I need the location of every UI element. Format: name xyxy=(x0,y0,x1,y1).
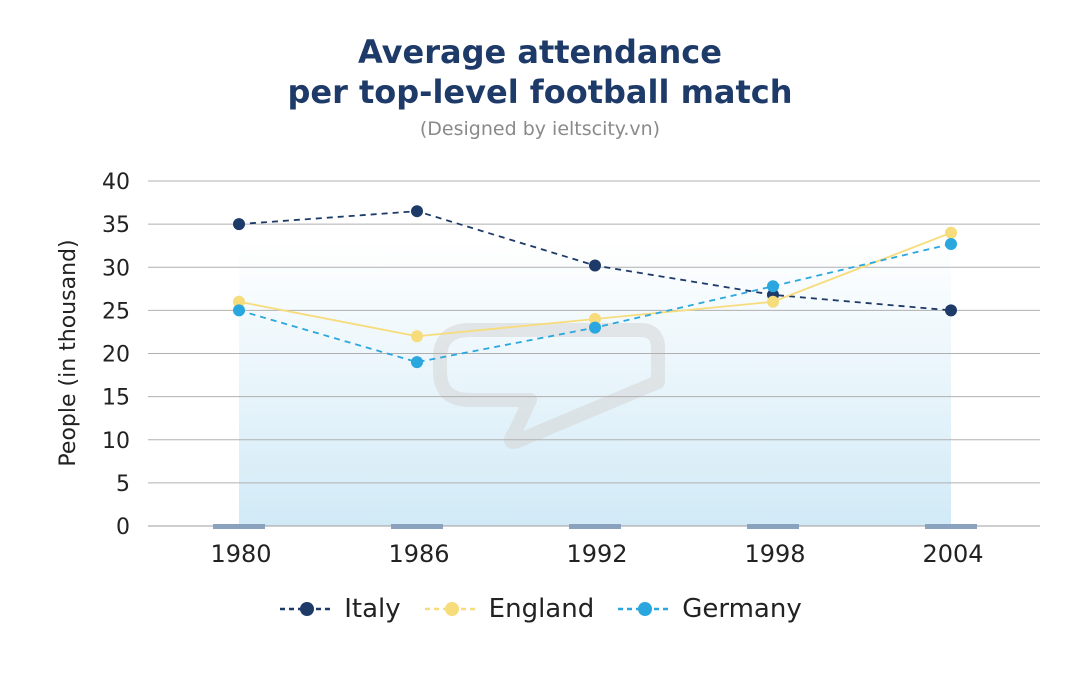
legend-item-italy: Italy xyxy=(278,594,401,624)
x-tick-label: 1992 xyxy=(566,540,627,568)
x-tick-mark xyxy=(213,524,265,529)
data-point-italy: Italy 1992: 30.2 xyxy=(589,259,601,272)
data-point-england: England 1986: 22 xyxy=(411,330,423,343)
watermark-logo xyxy=(433,323,665,449)
x-tick-mark xyxy=(569,524,621,529)
x-tick-label: 2004 xyxy=(922,540,983,568)
data-point-italy: Italy 1986: 36.5 xyxy=(411,205,423,218)
x-tick-label: 1980 xyxy=(210,540,271,568)
data-point-england: England 1980: 26 xyxy=(233,295,245,308)
chart-title-line1: Average attendance xyxy=(358,33,722,71)
y-tick-label: 20 xyxy=(102,343,130,368)
data-point-england: England 1998: 26 xyxy=(767,295,779,308)
y-axis-label: People (in thousand) xyxy=(56,239,81,466)
x-tick-mark xyxy=(925,524,977,529)
legend: Italy England Germany xyxy=(0,594,1080,624)
y-tick-label: 10 xyxy=(102,429,130,454)
data-point-germany: Germany 1998: 27.8 xyxy=(767,280,779,293)
data-point-england: England 2004: 34 xyxy=(945,226,957,239)
x-tick-label: 1986 xyxy=(388,540,449,568)
legend-item-england: England xyxy=(423,594,595,624)
data-point-italy: Italy 2004: 25 xyxy=(945,304,957,317)
chart-title-line2: per top-level football match xyxy=(287,73,793,111)
legend-item-germany: Germany xyxy=(616,594,802,624)
x-tick-mark xyxy=(391,524,443,529)
chart-subtitle: (Designed by ieltscity.vn) xyxy=(419,118,661,140)
data-point-italy: Italy 1980: 35 xyxy=(233,218,245,231)
legend-label-italy: Italy xyxy=(344,594,401,624)
data-point-england: England 1992: 24 xyxy=(589,313,601,325)
data-point-germany: Germany 1992: 23 xyxy=(589,321,601,334)
legend-marker-germany xyxy=(618,602,673,616)
y-tick-label: 30 xyxy=(102,256,130,281)
y-tick-label: 35 xyxy=(102,213,130,238)
y-tick-label: 0 xyxy=(116,515,130,540)
y-tick-label: 5 xyxy=(116,472,130,497)
y-tick-label: 15 xyxy=(102,386,130,411)
x-tick-label: 1998 xyxy=(744,540,805,568)
x-tick-mark xyxy=(747,524,799,529)
legend-marker-italy xyxy=(280,602,335,616)
legend-label-germany: Germany xyxy=(682,594,802,624)
background-area xyxy=(239,241,951,526)
legend-marker-england xyxy=(424,602,479,616)
data-point-germany: Germany 1986: 19 xyxy=(411,356,423,369)
data-point-germany: Germany 2004: 32.7 xyxy=(945,237,957,250)
y-tick-label: 40 xyxy=(102,170,130,195)
legend-label-england: England xyxy=(488,594,595,624)
y-tick-label: 25 xyxy=(102,299,130,324)
data-point-germany: Germany 1980: 25 xyxy=(233,304,245,317)
